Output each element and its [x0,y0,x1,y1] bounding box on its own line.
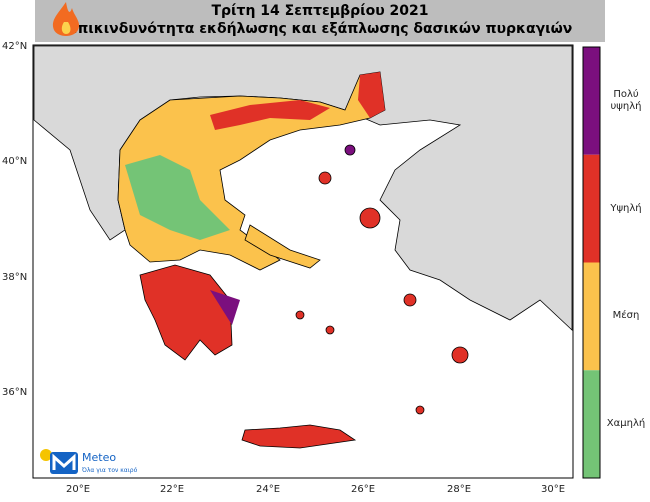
lon-label: 22°E [160,484,185,495]
map-frame [32,44,574,479]
high-risk-zone [210,100,330,130]
logo-sun [40,449,52,461]
crete [241,424,357,449]
legend-label: Πολύ υψηλή [610,88,642,112]
colorbar-segment [583,154,600,263]
lat-label: 40°N [2,156,28,167]
header: Τρίτη 14 Σεπτεμβρίου 2021 Επικινδυνότητα… [35,0,605,42]
logo-box [50,452,78,474]
logo-name: Meteo [82,451,116,464]
evia [244,224,321,269]
island [325,325,335,335]
lon-label: 30°E [541,484,566,495]
lat-label: 42°N [2,41,28,52]
colorbar [582,46,601,479]
lon-label: 24°E [256,484,281,495]
low-risk-zone [125,155,230,240]
high-risk-zone [358,72,385,118]
logo: Meteo Όλα για τον καιρό [40,449,138,474]
flame-icon [52,2,80,36]
lon-label: 28°E [447,484,472,495]
logo-tagline: Όλα για τον καιρό [81,467,138,474]
legend-label: Υψηλή [610,202,642,214]
logo-m [52,453,76,470]
subtitle: Επικινδυνότητα εκδήλωσης και εξάπλωσης δ… [67,21,573,37]
island [451,346,469,364]
colorbar-segment [583,47,600,155]
island [318,171,332,185]
very-high-zone [210,290,240,325]
colorbar-segment [583,262,600,371]
title: Τρίτη 14 Σεπτεμβρίου 2021 [211,3,429,19]
island [403,293,417,307]
lat-label: 36°N [2,387,28,398]
legend-label: Μέση [612,310,640,322]
island [415,405,425,415]
lat-label: 38°N [2,272,28,283]
island [295,310,305,320]
lon-label: 20°E [66,484,91,495]
peloponnese [139,264,233,361]
colorbar-frame [582,46,601,479]
colorbar-segment [583,370,600,478]
flame-core [61,22,71,34]
island [359,207,381,229]
legend-label: Χαμηλή [606,418,646,430]
island [344,144,356,156]
lon-label: 26°E [351,484,376,495]
